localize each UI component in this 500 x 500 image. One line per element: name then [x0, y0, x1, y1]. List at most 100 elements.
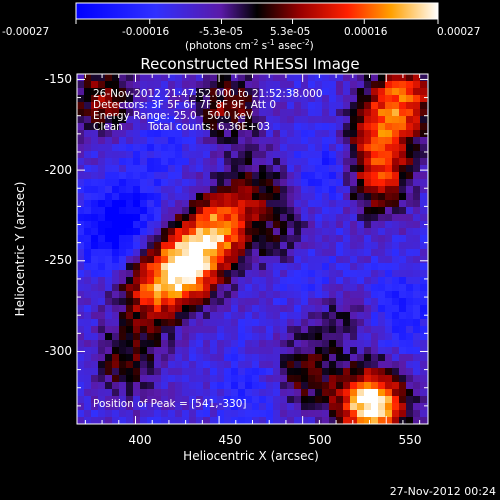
heatmap-cell	[119, 263, 127, 271]
heatmap-cell	[385, 375, 393, 383]
heatmap-cell	[301, 221, 309, 229]
heatmap-cell	[273, 151, 281, 159]
heatmap-cell	[385, 361, 393, 369]
heatmap-cell	[98, 186, 106, 194]
heatmap-cell	[336, 151, 344, 159]
heatmap-cell	[287, 116, 295, 124]
heatmap-cell	[231, 214, 239, 222]
heatmap-cell	[105, 207, 113, 215]
heatmap-cell	[182, 277, 190, 285]
heatmap-cell	[399, 298, 407, 306]
heatmap-cell	[126, 193, 134, 201]
heatmap-cell	[357, 221, 365, 229]
heatmap-cell	[112, 396, 120, 404]
heatmap-cell	[140, 172, 148, 180]
heatmap-cell	[280, 214, 288, 222]
colorbar-tick-3: 5.3e-05	[270, 26, 310, 38]
heatmap-cell	[266, 221, 274, 229]
heatmap-cell	[224, 354, 232, 362]
heatmap-cell	[210, 186, 218, 194]
heatmap-cell	[224, 249, 232, 257]
heatmap-cell	[420, 417, 428, 424]
colorbar-tick-1: -0.00016	[122, 26, 170, 38]
heatmap-cell	[161, 249, 169, 257]
heatmap-cell	[175, 235, 183, 243]
heatmap-cell	[315, 396, 323, 404]
heatmap-cell	[399, 333, 407, 341]
heatmap-cell	[364, 109, 372, 117]
heatmap-cell	[175, 116, 183, 124]
heatmap-cell	[105, 123, 113, 131]
heatmap-cell	[217, 368, 225, 376]
heatmap-cell	[385, 200, 393, 208]
heatmap-cell	[175, 193, 183, 201]
heatmap-cell	[231, 249, 239, 257]
heatmap-cell	[273, 347, 281, 355]
heatmap-cell	[301, 137, 309, 145]
heatmap-cell	[420, 347, 428, 355]
heatmap-cell	[140, 382, 148, 390]
heatmap-cell	[329, 298, 337, 306]
heatmap-cell	[287, 382, 295, 390]
heatmap-cell	[329, 347, 337, 355]
heatmap-cell	[413, 396, 421, 404]
heatmap-cell	[161, 256, 169, 264]
heatmap-cell	[336, 95, 344, 103]
heatmap-cell	[161, 200, 169, 208]
heatmap-cell	[259, 410, 267, 418]
heatmap-cell	[406, 256, 414, 264]
heatmap-cell	[315, 151, 323, 159]
heatmap-cell	[364, 263, 372, 271]
heatmap-cell	[308, 263, 316, 271]
heatmap-cell	[371, 291, 379, 299]
heatmap-cell	[287, 186, 295, 194]
heatmap-cell	[231, 74, 239, 82]
heatmap-cell	[273, 389, 281, 397]
heatmap-cell	[392, 382, 400, 390]
heatmap-cell	[273, 109, 281, 117]
heatmap-cell	[224, 116, 232, 124]
heatmap-cell	[182, 109, 190, 117]
heatmap-cell	[140, 284, 148, 292]
heatmap-cell	[203, 368, 211, 376]
heatmap-cell	[406, 298, 414, 306]
heatmap-cell	[301, 172, 309, 180]
heatmap-cell	[273, 333, 281, 341]
heatmap-cell	[245, 417, 253, 424]
heatmap-cell	[266, 403, 274, 411]
heatmap-cell	[77, 242, 85, 250]
heatmap-cell	[210, 347, 218, 355]
heatmap-cell	[420, 326, 428, 334]
heatmap-cell	[203, 123, 211, 131]
heatmap-cell	[168, 361, 176, 369]
heatmap-cell	[280, 130, 288, 138]
heatmap-cell	[119, 179, 127, 187]
heatmap-cell	[399, 123, 407, 131]
heatmap-cell	[140, 130, 148, 138]
heatmap-cell	[322, 319, 330, 327]
heatmap-cell	[126, 284, 134, 292]
heatmap-cell	[168, 200, 176, 208]
heatmap-cell	[343, 221, 351, 229]
heatmap-cell	[315, 291, 323, 299]
heatmap-cell	[203, 165, 211, 173]
heatmap-cell	[308, 151, 316, 159]
heatmap-cell	[399, 375, 407, 383]
heatmap-cell	[133, 221, 141, 229]
heatmap-cell	[420, 270, 428, 278]
heatmap-cell	[266, 256, 274, 264]
heatmap-cell	[364, 172, 372, 180]
heatmap-cell	[371, 403, 379, 411]
heatmap-cell	[329, 193, 337, 201]
heatmap-cell	[280, 81, 288, 89]
heatmap-cell	[280, 382, 288, 390]
heatmap-cell	[196, 116, 204, 124]
heatmap-cell	[126, 165, 134, 173]
heatmap-cell	[182, 172, 190, 180]
heatmap-cell	[238, 312, 246, 320]
heatmap-cell	[140, 95, 148, 103]
heatmap-cell	[189, 389, 197, 397]
heatmap-cell	[301, 333, 309, 341]
heatmap-cell	[98, 235, 106, 243]
heatmap-cell	[385, 305, 393, 313]
